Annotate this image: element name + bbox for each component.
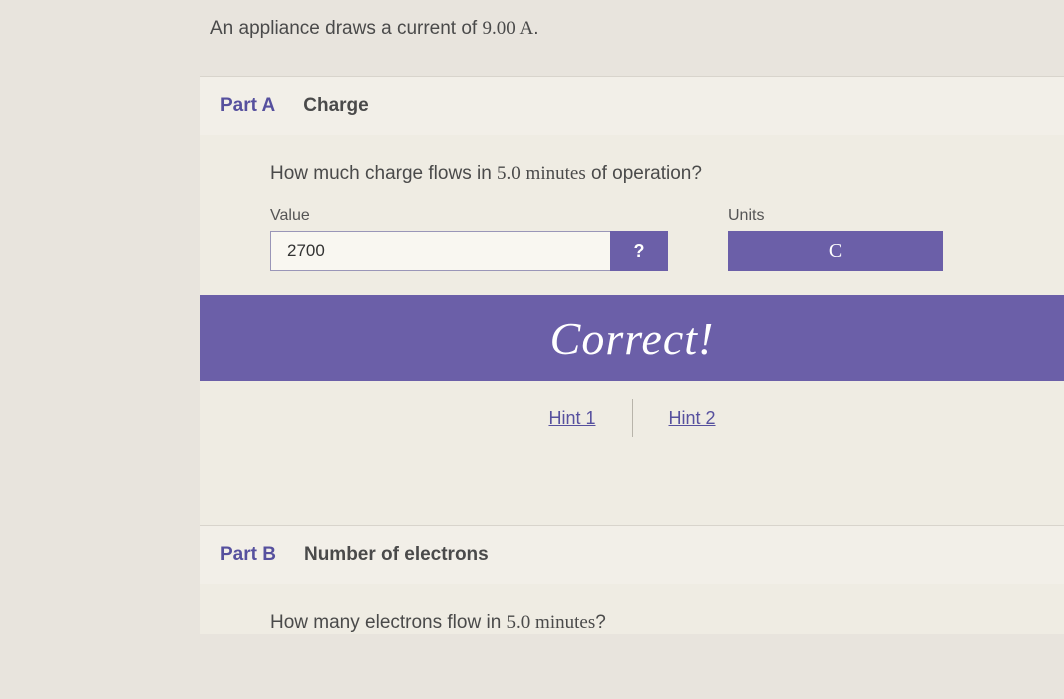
problem-text-after: . [533,18,538,39]
value-label: Value [270,207,668,225]
hints-row: Hint 1 Hint 2 [200,381,1064,455]
feedback-text: Correct! [550,312,715,365]
part-a-body: How much charge flows in 5.0 minutes of … [200,135,1064,295]
value-help-button[interactable]: ? [610,231,668,271]
part-b-header: Part B Number of electrons [200,525,1064,584]
part-a-spacer [200,455,1064,525]
units-label: Units [728,207,943,225]
value-column: Value ? [270,207,668,271]
qb-value: 5.0 minutes [507,612,596,633]
problem-statement: An appliance draws a current of 9.00 A. [210,18,1064,40]
problem-value: 9.00 A [483,18,534,39]
help-icon: ? [634,241,645,262]
qb-after: ? [595,612,606,633]
q-after: of operation? [586,163,702,184]
value-input[interactable] [270,231,610,271]
part-a-question: How much charge flows in 5.0 minutes of … [270,163,1064,185]
hint-2-link[interactable]: Hint 2 [633,404,752,433]
part-b-body: How many electrons flow in 5.0 minutes? [200,584,1064,634]
units-value: C [829,240,842,263]
part-b-label: Part B [220,544,276,566]
part-a-header: Part A Charge [200,76,1064,135]
q-before: How much charge flows in [270,163,497,184]
part-a-label: Part A [220,95,275,117]
answer-row: Value ? Units C [270,207,1064,271]
feedback-banner: Correct! [200,295,1064,381]
part-b-title: Number of electrons [304,544,489,566]
units-select[interactable]: C [728,231,943,271]
part-a-title: Charge [303,95,368,117]
hint-1-link[interactable]: Hint 1 [512,404,631,433]
q-value: 5.0 minutes [497,163,586,184]
part-b-question: How many electrons flow in 5.0 minutes? [270,612,1064,634]
problem-text-before: An appliance draws a current of [210,18,483,39]
units-column: Units C [728,207,943,271]
qb-before: How many electrons flow in [270,612,507,633]
